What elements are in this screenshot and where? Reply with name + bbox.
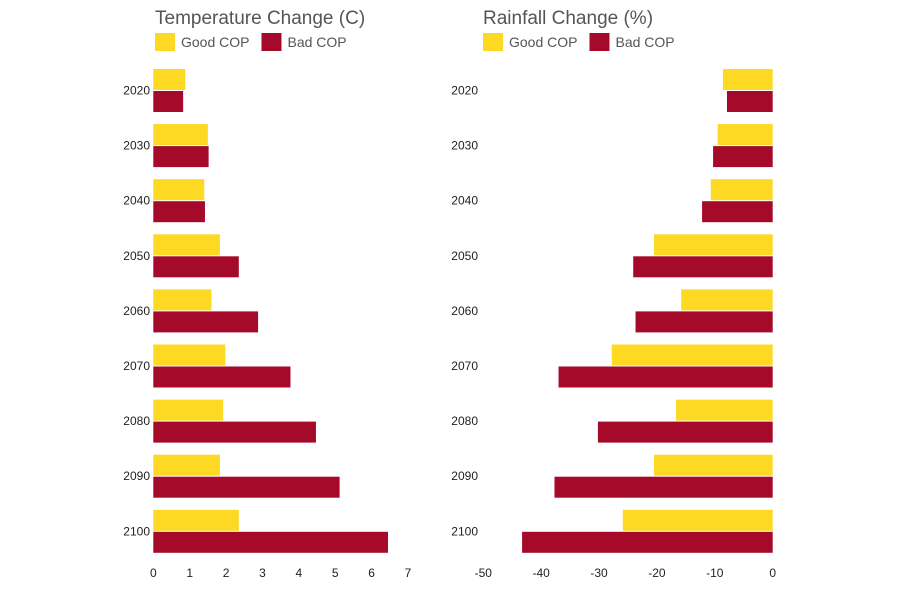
category-label: 2090 — [123, 469, 150, 483]
bar-good-cop-2050 — [654, 234, 773, 256]
bar-bad-cop-2080 — [153, 421, 316, 443]
legend-swatch-good — [155, 33, 175, 51]
x-tick-label: 2 — [223, 566, 230, 580]
category-label: 2020 — [123, 84, 150, 98]
x-tick-label: -40 — [533, 566, 551, 580]
bar-bad-cop-2100 — [522, 531, 773, 553]
legend-swatch-bad — [589, 33, 610, 51]
x-tick-label: -20 — [648, 566, 666, 580]
bar-bad-cop-2070 — [558, 366, 773, 388]
x-tick-label: -50 — [475, 566, 493, 580]
category-label: 2070 — [123, 359, 150, 373]
x-tick-label: 0 — [150, 566, 157, 580]
bar-bad-cop-2030 — [153, 146, 209, 168]
bar-bad-cop-2080 — [597, 421, 773, 443]
bar-bad-cop-2060 — [153, 311, 259, 333]
bar-bad-cop-2060 — [635, 311, 773, 333]
bar-good-cop-2040 — [153, 179, 205, 201]
legend-swatch-bad — [261, 33, 282, 51]
x-tick-label: 7 — [405, 566, 412, 580]
category-label: 2030 — [451, 139, 478, 153]
bar-bad-cop-2050 — [633, 256, 773, 278]
category-label: 2080 — [123, 414, 150, 428]
chart-title: Temperature Change (C) — [155, 8, 365, 29]
category-label: 2050 — [123, 249, 150, 263]
bar-good-cop-2030 — [717, 124, 773, 146]
bar-good-cop-2050 — [153, 234, 220, 256]
chart-panel-2: Rainfall Change (%) Good COP Bad COP 2020 20… — [451, 8, 776, 580]
bar-bad-cop-2040 — [702, 201, 773, 223]
bar-bad-cop-2070 — [153, 366, 291, 388]
x-tick-label: 5 — [332, 566, 339, 580]
bar-good-cop-2030 — [153, 124, 208, 146]
category-label: 2040 — [123, 194, 150, 208]
bar-bad-cop-2020 — [153, 91, 184, 112]
bar-good-cop-2060 — [681, 289, 773, 311]
category-label: 2070 — [451, 359, 478, 373]
bar-bad-cop-2040 — [153, 201, 205, 223]
x-tick-label: -10 — [706, 566, 724, 580]
category-label: 2040 — [451, 194, 478, 208]
bar-bad-cop-2090 — [153, 476, 340, 498]
bar-good-cop-2020 — [722, 69, 773, 90]
bar-good-cop-2090 — [654, 454, 773, 476]
chart-title: Rainfall Change (%) — [483, 8, 653, 29]
category-label: 2050 — [451, 249, 478, 263]
bar-good-cop-2100 — [622, 509, 773, 531]
x-tick-label: 3 — [259, 566, 266, 580]
bar-bad-cop-2030 — [713, 146, 773, 168]
bar-good-cop-2080 — [153, 399, 224, 421]
bar-bad-cop-2100 — [153, 531, 388, 553]
legend-label: Good COP — [509, 34, 577, 50]
category-label: 2020 — [451, 84, 478, 98]
bar-bad-cop-2020 — [726, 91, 773, 112]
bar-good-cop-2090 — [153, 454, 220, 476]
legend-swatch-good — [483, 33, 503, 51]
category-label: 2030 — [123, 139, 150, 153]
bar-good-cop-2020 — [153, 69, 186, 90]
legend-label: Good COP — [181, 34, 249, 50]
x-tick-label: 4 — [295, 566, 302, 580]
bar-bad-cop-2050 — [153, 256, 239, 278]
category-label: 2080 — [451, 414, 478, 428]
x-tick-label: 6 — [368, 566, 375, 580]
chart-panel-1: Temperature Change (C)Good COP Bad COP202… — [123, 8, 411, 580]
category-label: 2060 — [451, 304, 478, 318]
bar-good-cop-2070 — [611, 344, 773, 366]
bar-good-cop-2070 — [153, 344, 226, 366]
legend-label: Bad COP — [287, 34, 346, 50]
category-label: 2060 — [123, 304, 150, 318]
category-label: 2100 — [451, 524, 478, 538]
bar-good-cop-2080 — [676, 399, 773, 421]
category-label: 2100 — [123, 524, 150, 538]
bar-good-cop-2060 — [153, 289, 212, 311]
x-tick-label: -30 — [590, 566, 608, 580]
bar-good-cop-2100 — [153, 509, 239, 531]
legend-label: Bad COP — [615, 34, 674, 50]
category-label: 2090 — [451, 469, 478, 483]
x-tick-label: 1 — [186, 566, 193, 580]
bar-bad-cop-2090 — [554, 476, 773, 498]
bar-good-cop-2040 — [710, 179, 773, 201]
x-tick-label: 0 — [769, 566, 776, 580]
